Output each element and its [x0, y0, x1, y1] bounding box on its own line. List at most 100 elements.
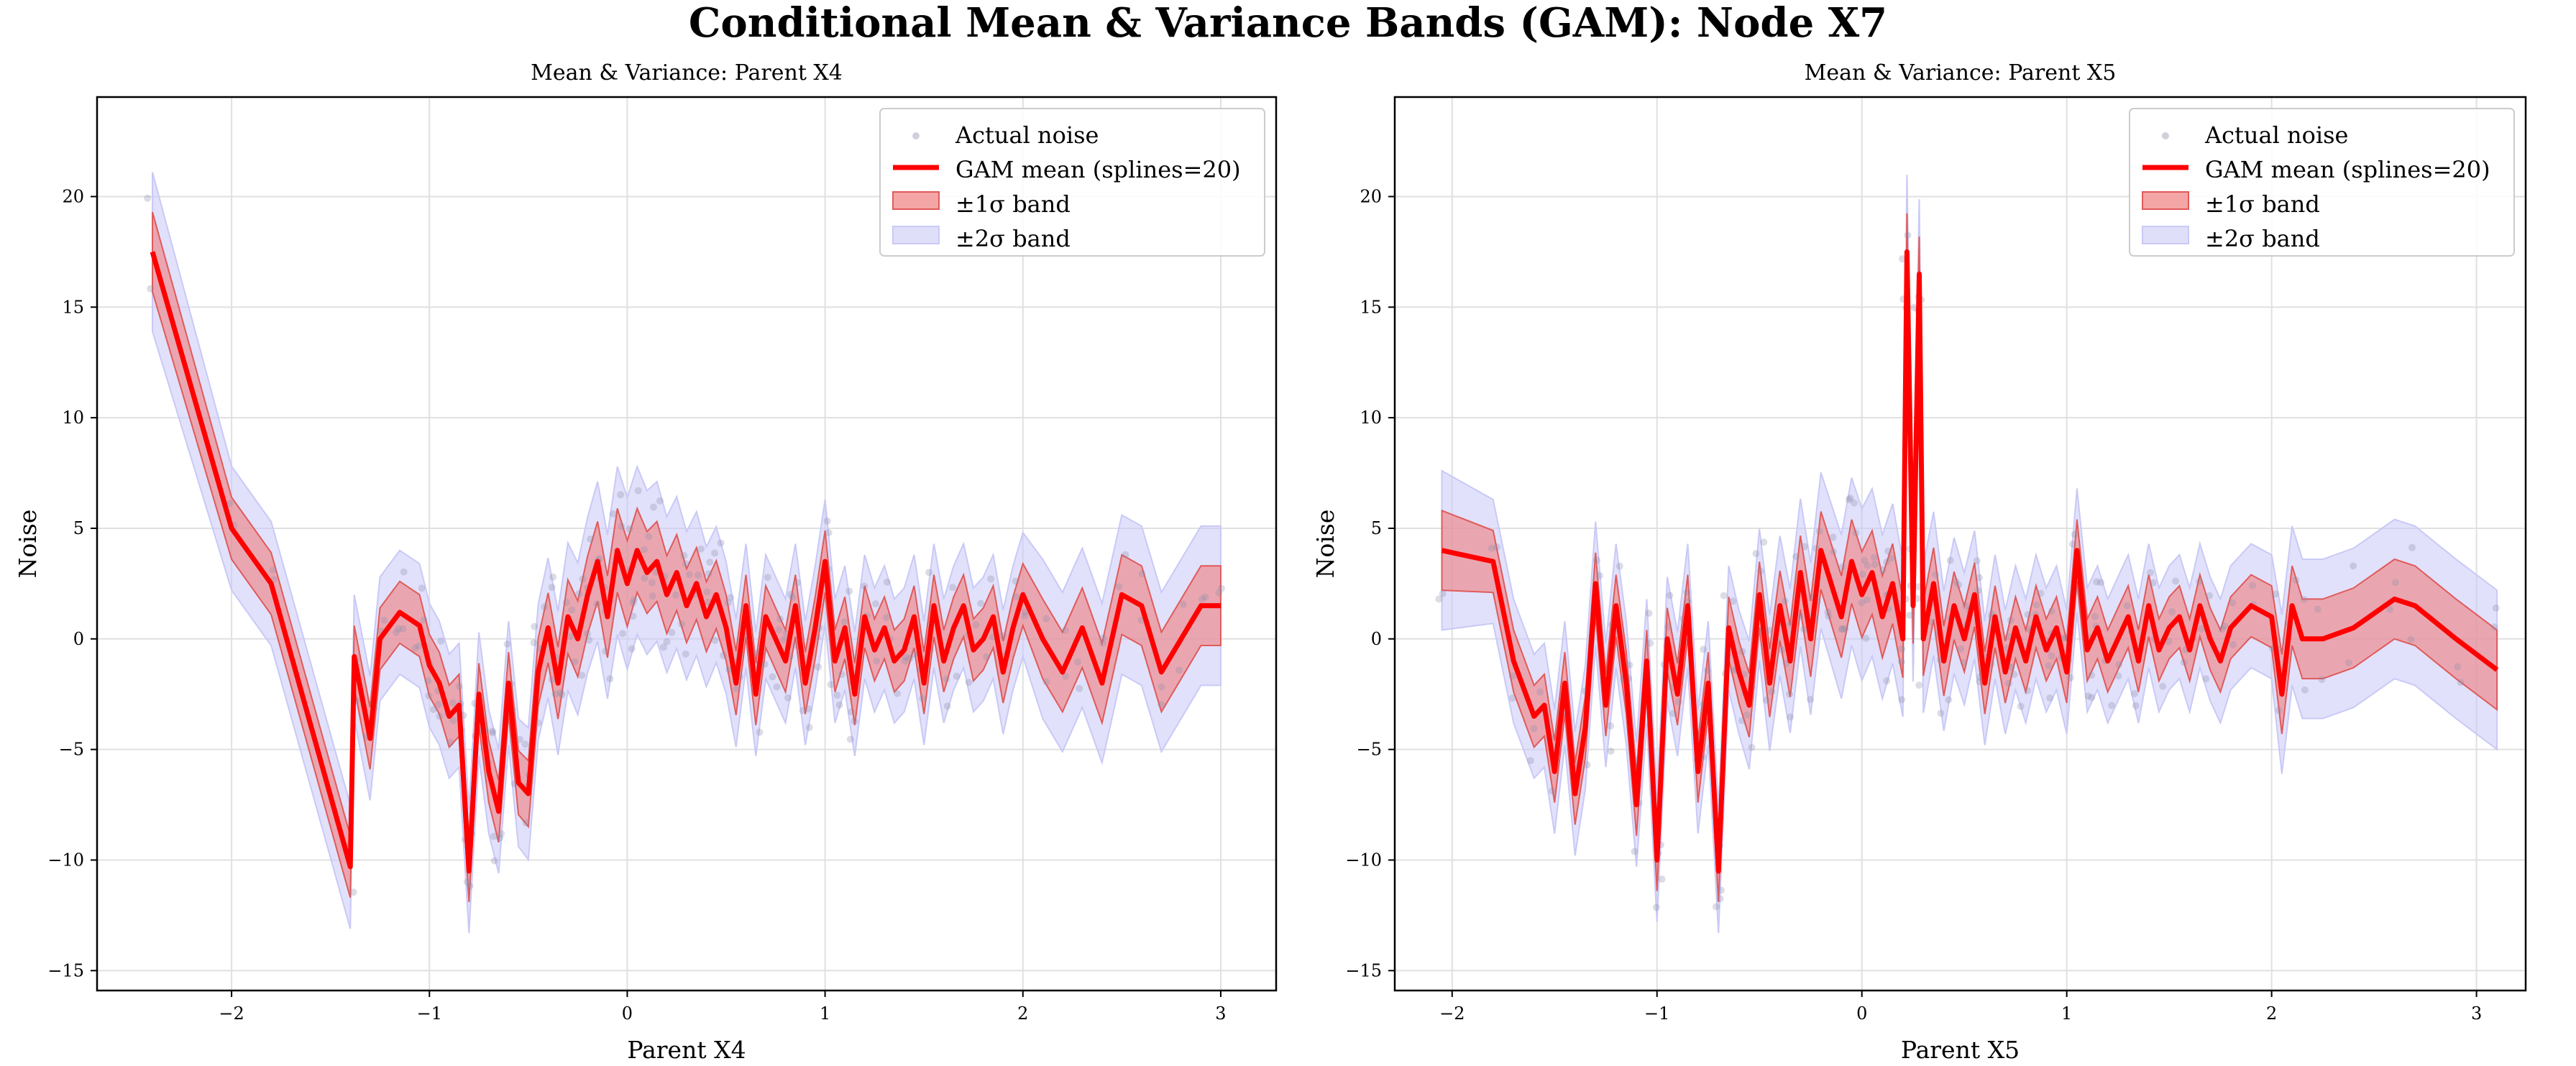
data-point: [1806, 696, 1814, 704]
data-point: [846, 735, 854, 743]
data-point: [711, 549, 719, 557]
data-point: [1781, 597, 1789, 605]
data-point: [1976, 574, 1984, 582]
data-point: [2088, 694, 2096, 702]
data-point: [1439, 589, 1447, 597]
data-point: [420, 616, 428, 624]
legend-marker-points: [2162, 132, 2169, 139]
data-point: [1884, 547, 1892, 555]
data-point: [925, 569, 933, 576]
data-point: [953, 672, 961, 680]
data-point: [1526, 757, 1534, 765]
data-point: [2229, 640, 2237, 648]
y-tick-label: 20: [1360, 186, 1382, 206]
data-point: [1937, 709, 1945, 717]
data-point: [567, 633, 574, 640]
data-point: [584, 630, 592, 638]
data-point: [668, 628, 676, 636]
data-point: [2172, 577, 2180, 585]
data-point: [2159, 682, 2167, 690]
x-tick-label: 1: [2061, 1003, 2072, 1024]
data-point: [1729, 666, 1737, 674]
data-point: [2123, 602, 2131, 610]
x-tick-label: −1: [417, 1003, 442, 1024]
legend-label: Actual noise: [2204, 121, 2348, 149]
data-point: [1756, 567, 1764, 575]
data-point: [144, 194, 152, 202]
y-tick-label: −10: [1345, 850, 1382, 870]
data-point: [1838, 625, 1846, 633]
data-point: [764, 574, 771, 582]
data-point: [1862, 634, 1870, 642]
y-tick-label: 0: [73, 629, 84, 649]
data-point: [1778, 646, 1786, 654]
x-tick-label: 0: [1856, 1003, 1867, 1024]
data-point: [2071, 530, 2078, 538]
data-point: [2198, 625, 2206, 633]
data-point: [1549, 787, 1557, 795]
y-tick-label: 20: [62, 186, 84, 206]
band-2sigma: [152, 172, 1221, 934]
data-point: [521, 740, 529, 748]
band-1sigma: [152, 211, 1221, 902]
data-point: [2457, 679, 2465, 686]
data-point: [1076, 684, 1083, 692]
data-point: [656, 497, 664, 505]
data-point: [840, 618, 848, 626]
data-point: [606, 675, 614, 683]
x-tick-label: −1: [1644, 1003, 1669, 1024]
data-point: [906, 655, 914, 663]
data-point: [2391, 579, 2399, 587]
data-point: [2275, 707, 2283, 715]
data-point: [2024, 611, 2032, 619]
data-point: [619, 630, 627, 638]
data-point: [883, 614, 891, 622]
data-point: [1957, 645, 1965, 653]
data-point: [2249, 582, 2257, 589]
x-axis-label: Parent X5: [1901, 1036, 2020, 1064]
data-point: [1158, 701, 1165, 709]
data-point: [1435, 595, 1443, 603]
data-point: [1717, 886, 1725, 894]
data-point: [549, 573, 557, 581]
y-axis-label: Noise: [1311, 510, 1339, 579]
data-point: [2149, 579, 2157, 587]
data-point: [515, 735, 523, 743]
axes-frame: [1393, 96, 2527, 992]
data-point: [1765, 627, 1773, 635]
data-point: [436, 712, 444, 720]
data-point: [827, 681, 835, 689]
data-point: [399, 625, 407, 633]
data-point: [871, 600, 879, 608]
data-point: [1674, 698, 1682, 706]
x-tick-label: 2: [2266, 1003, 2277, 1024]
data-point: [1012, 577, 1019, 585]
data-point: [2084, 692, 2092, 700]
data-point: [1952, 577, 1960, 585]
data-point: [1664, 622, 1672, 630]
data-point: [1841, 625, 1849, 633]
data-point: [1752, 550, 1760, 558]
legend-marker-band2: [892, 226, 940, 244]
data-point: [1976, 678, 1984, 686]
data-point: [1012, 593, 1020, 601]
data-point: [1915, 681, 1923, 689]
data-point: [400, 568, 408, 576]
data-point: [449, 717, 457, 725]
data-point: [717, 539, 725, 547]
data-point: [1815, 527, 1823, 535]
data-point: [575, 589, 583, 597]
data-point: [910, 651, 918, 658]
data-point: [503, 640, 511, 648]
data-point: [1720, 592, 1728, 599]
data-point: [1042, 678, 1050, 686]
data-point: [1536, 688, 1544, 696]
data-point: [629, 599, 637, 607]
data-point: [2229, 599, 2237, 607]
data-point: [943, 702, 951, 710]
legend-label: ±2σ band: [2205, 225, 2320, 252]
data-point: [1658, 875, 1666, 883]
y-tick-label: 10: [1360, 408, 1382, 428]
data-point: [568, 606, 576, 614]
